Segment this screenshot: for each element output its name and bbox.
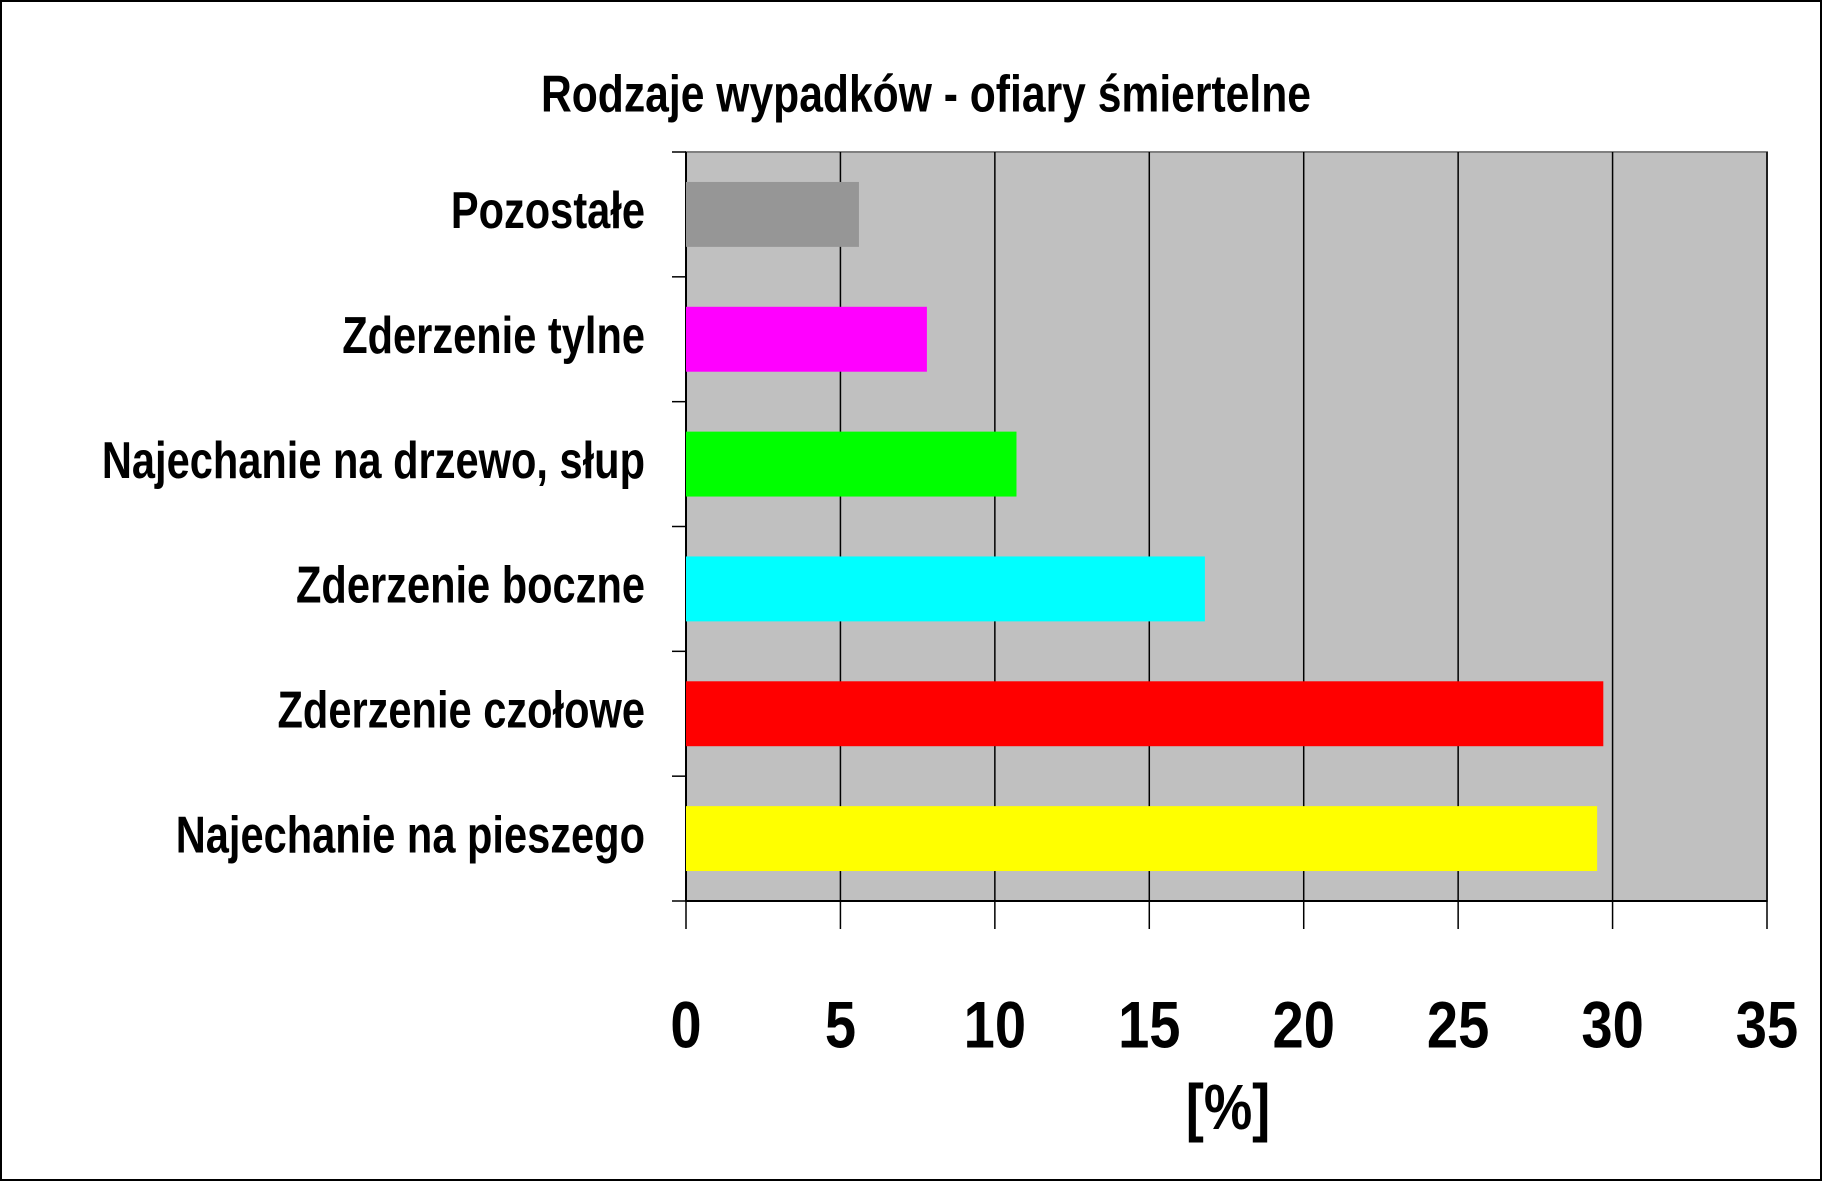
y-tick-label: Pozostałe bbox=[451, 181, 645, 240]
bar bbox=[686, 806, 1598, 872]
x-tick-label: 30 bbox=[1581, 988, 1643, 1061]
x-tick-label: 0 bbox=[670, 988, 701, 1061]
y-tick-label: Zderzenie tylne bbox=[342, 305, 645, 364]
x-tick-label: 10 bbox=[964, 988, 1026, 1061]
bar bbox=[686, 306, 927, 372]
plot-area bbox=[685, 151, 1768, 902]
chart-title: Rodzaje wypadków - ofiary śmiertelne bbox=[541, 66, 1311, 124]
x-tick-label: 35 bbox=[1736, 988, 1798, 1061]
y-tick-label: Zderzenie czołowe bbox=[278, 680, 645, 739]
bar bbox=[686, 431, 1017, 497]
bar bbox=[686, 556, 1205, 622]
x-tick-label: 25 bbox=[1427, 988, 1489, 1061]
y-tick-label: Najechanie na pieszego bbox=[176, 805, 645, 864]
x-tick-label: 15 bbox=[1118, 988, 1180, 1061]
x-tick-label: 20 bbox=[1273, 988, 1335, 1061]
x-axis-label: [%] bbox=[1186, 1071, 1271, 1143]
y-tick-label: Najechanie na drzewo, słup bbox=[102, 430, 645, 489]
y-tick-label: Zderzenie boczne bbox=[296, 555, 645, 614]
bar bbox=[686, 181, 859, 247]
bar bbox=[686, 681, 1604, 747]
x-tick-label: 5 bbox=[825, 988, 856, 1061]
